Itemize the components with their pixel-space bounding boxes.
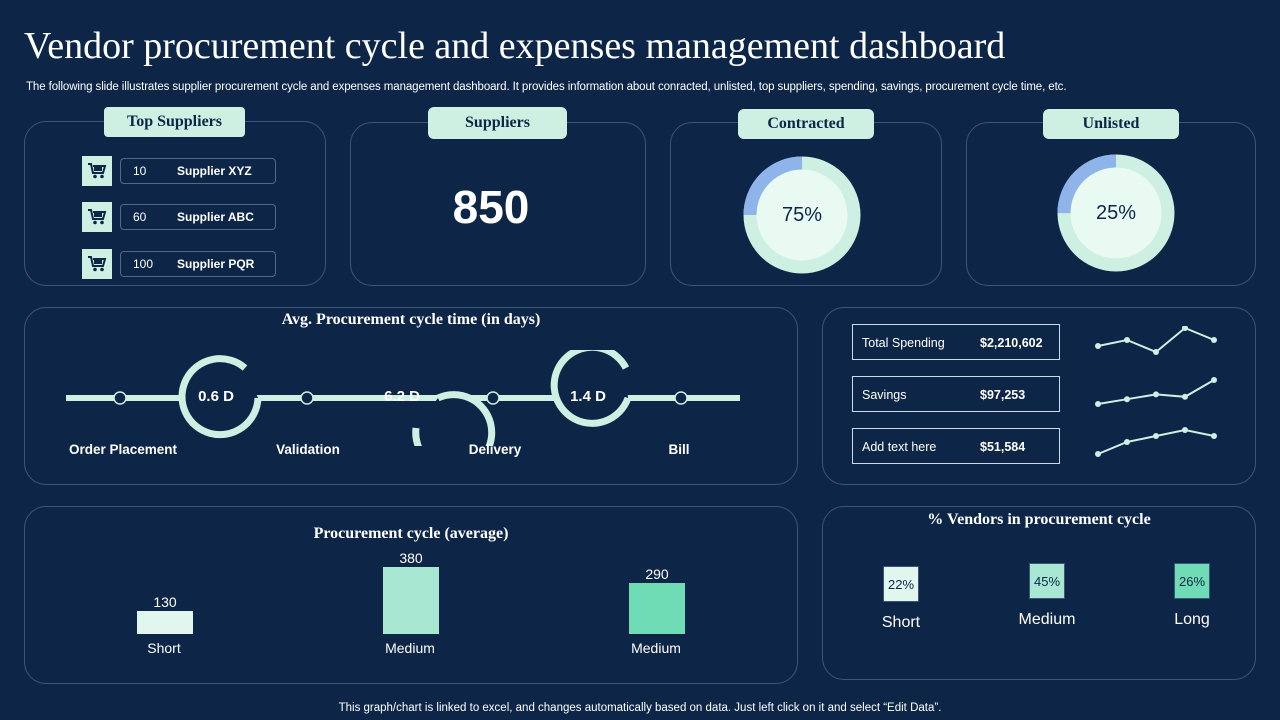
sparklines bbox=[1095, 326, 1217, 457]
contracted-percent: 75% bbox=[781, 203, 823, 226]
stage-marker bbox=[486, 391, 500, 405]
stage-marker bbox=[674, 391, 688, 405]
vendors-pct-title: % Vendors in procurement cycle bbox=[927, 511, 1151, 528]
supplier-rank: 60 bbox=[133, 210, 147, 224]
sparkline-point bbox=[1182, 326, 1188, 331]
page-subtitle: The following slide illustrates supplier… bbox=[26, 81, 1067, 93]
sparkline-point bbox=[1153, 349, 1159, 355]
stage-label: Bill bbox=[668, 442, 690, 457]
stage-label: Validation bbox=[276, 442, 340, 457]
cart-icon bbox=[82, 202, 112, 232]
bar-value-label: 290 bbox=[645, 565, 669, 582]
bar-chart-title: Procurement cycle (average) bbox=[313, 525, 509, 542]
sparkline-point bbox=[1182, 427, 1188, 433]
bar-chart: 130 Short 380 Medium 290 Medium bbox=[0, 0, 685, 656]
metric-value: $51,584 bbox=[980, 440, 1026, 454]
vendor-pct-chart: 22% Short 45% Medium 26% Long bbox=[0, 0, 1210, 631]
top-suppliers-tag: Top Suppliers bbox=[104, 107, 245, 137]
metric-label: Total Spending bbox=[862, 336, 945, 350]
vendor-pct-box: 22% bbox=[883, 566, 919, 602]
vendor-pct-category: Long bbox=[1174, 611, 1210, 628]
contracted-tag: Contracted bbox=[738, 109, 874, 139]
bar bbox=[629, 582, 685, 634]
supplier-rank: 100 bbox=[133, 257, 154, 271]
vendor-pct-box: 45% bbox=[1029, 563, 1065, 599]
cart-icon bbox=[82, 156, 112, 186]
supplier-name: Supplier XYZ bbox=[177, 164, 252, 178]
metric-value: $2,210,602 bbox=[980, 336, 1043, 350]
vendor-pct-box: 26% bbox=[1174, 563, 1210, 599]
page-title: Vendor procurement cycle and expenses ma… bbox=[24, 25, 1006, 67]
stage-label: Delivery bbox=[468, 442, 522, 457]
cycle-time-title: Avg. Procurement cycle time (in days) bbox=[281, 311, 541, 328]
cycle-duration: 0.6 D bbox=[198, 388, 234, 405]
sparkline-point bbox=[1095, 451, 1101, 457]
sparkline-point bbox=[1124, 439, 1130, 445]
vendor-pct-category: Short bbox=[881, 614, 921, 631]
sparkline-point bbox=[1095, 343, 1101, 349]
vendor-pct-category: Medium bbox=[1018, 611, 1076, 628]
metric-total-spending: Total Spending $2,210,602 bbox=[852, 324, 1060, 360]
metric-other: Add text here $51,584 bbox=[852, 428, 1060, 464]
supplier-name: Supplier ABC bbox=[177, 210, 254, 224]
vendors-pct-panel bbox=[822, 506, 1256, 680]
unlisted-percent: 25% bbox=[1095, 201, 1137, 224]
suppliers-tag: Suppliers bbox=[428, 107, 567, 139]
unlisted-tag: Unlisted bbox=[1043, 109, 1179, 139]
supplier-box: 10 Supplier XYZ bbox=[120, 158, 276, 184]
supplier-box: 60 Supplier ABC bbox=[120, 204, 276, 230]
metrics-panel bbox=[822, 307, 1256, 485]
bar-category-label: Medium bbox=[631, 640, 681, 656]
metric-savings: Savings $97,253 bbox=[852, 376, 1060, 412]
bar bbox=[137, 611, 193, 634]
metric-label: Savings bbox=[862, 388, 907, 402]
sparkline-point bbox=[1153, 433, 1159, 439]
stage-marker bbox=[300, 391, 314, 405]
sparkline-point bbox=[1124, 337, 1130, 343]
metric-value: $97,253 bbox=[980, 388, 1026, 402]
bar-value-label: 130 bbox=[153, 594, 177, 611]
sparkline-point bbox=[1124, 396, 1130, 403]
sparkline-point bbox=[1211, 433, 1217, 439]
contracted-donut: 75% bbox=[743, 156, 861, 274]
sparkline-point bbox=[1211, 337, 1217, 343]
stage-marker bbox=[113, 391, 127, 405]
supplier-name: Supplier PQR bbox=[177, 257, 255, 271]
metric-label: Add text here bbox=[862, 440, 937, 454]
stage-label: Order Placement bbox=[68, 442, 178, 457]
sparkline bbox=[1097, 326, 1215, 354]
unlisted-arc bbox=[1057, 154, 1175, 272]
sparkline-point bbox=[1211, 377, 1217, 383]
supplier-row: 60 Supplier ABC bbox=[82, 202, 277, 232]
contracted-arc bbox=[743, 156, 861, 274]
cycle-timeline bbox=[66, 350, 740, 446]
unlisted-donut: 25% bbox=[1057, 154, 1175, 272]
footer-note: This graph/chart is linked to excel, and… bbox=[338, 702, 942, 714]
supplier-rank: 10 bbox=[133, 164, 147, 178]
cart-icon bbox=[82, 249, 112, 279]
cycle-time-panel bbox=[24, 307, 798, 485]
bar-value-label: 380 bbox=[399, 550, 423, 566]
sparkline-point bbox=[1182, 393, 1188, 400]
suppliers-count: 850 bbox=[452, 181, 530, 233]
sparkline-point bbox=[1153, 391, 1159, 398]
supplier-row: 10 Supplier XYZ bbox=[82, 156, 277, 186]
procurement-bar-panel bbox=[24, 506, 798, 684]
sparkline-point bbox=[1095, 401, 1101, 407]
bar-category-label: Short bbox=[147, 640, 181, 656]
supplier-box: 100 Supplier PQR bbox=[120, 251, 276, 277]
bar bbox=[383, 567, 439, 634]
cycle-duration: 1.4 D bbox=[570, 388, 606, 405]
cycle-duration: 6.2 D bbox=[384, 388, 420, 405]
bar-category-label: Medium bbox=[385, 640, 435, 656]
supplier-row: 100 Supplier PQR bbox=[82, 249, 277, 279]
